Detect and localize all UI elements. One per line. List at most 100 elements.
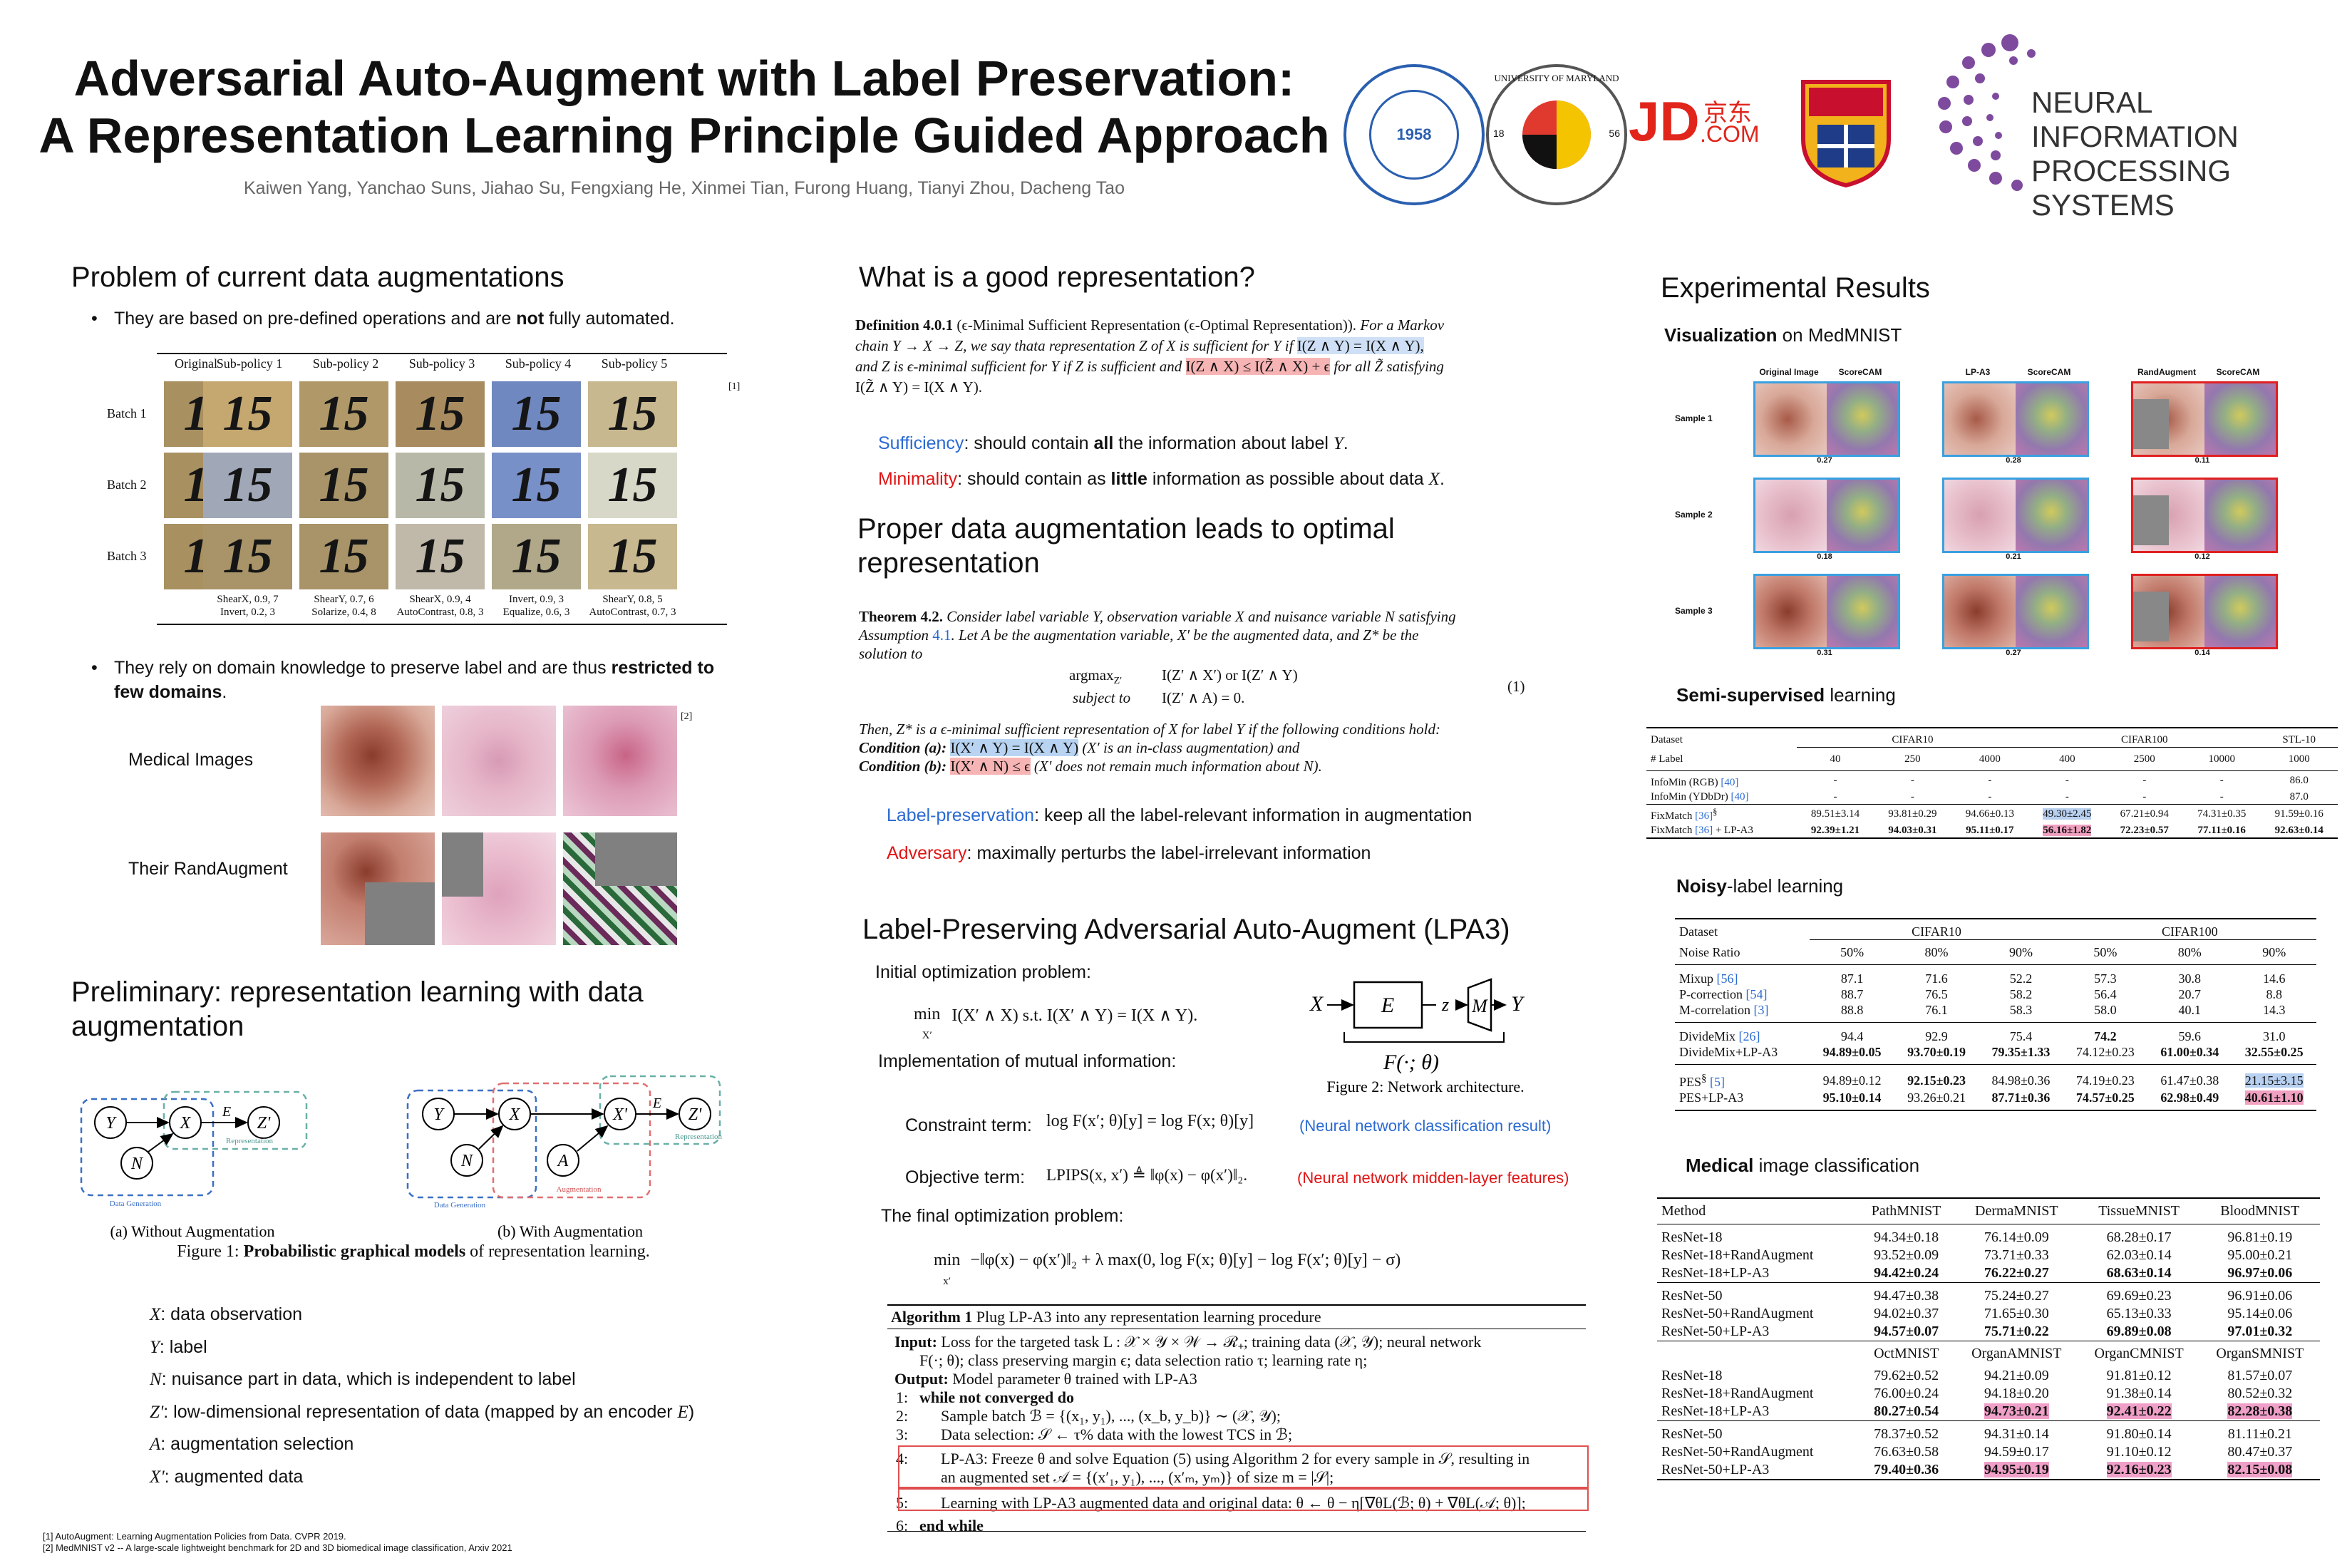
semi-title-bold: Semi-supervised [1676, 684, 1825, 706]
citation-link[interactable]: [36] [1695, 810, 1713, 822]
table-row: ResNet-18+RandAugment 76.00±0.24 94.18±0.2… [1657, 1385, 2320, 1403]
final-opt-label: The final optimization problem: [881, 1206, 1124, 1226]
med-title-rest: image classification [1753, 1155, 1920, 1176]
fig2-m: M [1471, 996, 1488, 1016]
algo-step-text: Data selection: 𝒮 ← τ% data with the low… [941, 1425, 1293, 1443]
policy-line-1: ShearY, 0.7, 6 [314, 594, 374, 605]
vis-input-image [1755, 383, 1827, 455]
algo-step-number: 1: [896, 1388, 909, 1406]
cell-value: 92.63±0.14 [2274, 825, 2323, 836]
node-z-a-label: Z' [257, 1114, 271, 1133]
prelim-title-1: Preliminary: representation learning wit… [71, 976, 644, 1008]
table-row: ResNet-50 94.47±0.38 75.24±0.27 69.69±0.23 9… [1657, 1282, 2320, 1306]
step5-highlight-box [898, 1488, 1589, 1511]
cell-value: 91.59±0.16 [2274, 808, 2323, 820]
noisy-title-bold: Noisy [1676, 875, 1727, 897]
cell-value: 96.91±0.06 [2227, 1288, 2293, 1304]
cell-value: 57.3 [2094, 971, 2117, 986]
table-row: ResNet-50+RandAugment 76.63±0.58 94.59±0.1… [1657, 1443, 2320, 1461]
aug-col-header: Sub-policy 1 [216, 356, 283, 371]
cell-value: 94.34±0.18 [1874, 1229, 1939, 1245]
table-cell: 84.98±0.36 [1979, 1065, 2063, 1090]
table-cell: 65.13±0.33 [2078, 1305, 2200, 1323]
fig2-f: F(·; θ) [1383, 1051, 1439, 1074]
policy-line-2: Invert, 0.2, 3 [220, 607, 276, 618]
citation-link[interactable]: [54] [1745, 987, 1768, 1001]
vis-scorecam-image [1827, 383, 1898, 455]
cell-value: 21.15±3.15 [2244, 1073, 2304, 1088]
table-row: FixMatch [36] + LP-A3 92.39±1.21 94.03±0.3… [1646, 823, 2338, 838]
thm-line-2c: . Let A be the augmentation variable, X′… [951, 626, 1419, 644]
table-cell: 79.35±1.33 [1979, 1044, 2063, 1065]
aug-col-header: Original [175, 356, 217, 371]
citation-link[interactable]: [56] [1716, 971, 1738, 986]
table-cell: 56.16±1.82 [2028, 823, 2105, 838]
thm-argmax-sub: Z′ [1113, 676, 1123, 687]
problem-bullet-1: They are based on pre-defined operations… [91, 306, 675, 331]
table-cell: 61.00±0.34 [2147, 1044, 2232, 1065]
method-name: P-correction [54] [1675, 986, 1810, 1002]
cell-value: 76.1 [1925, 1003, 1948, 1017]
citation-link[interactable]: [5] [1706, 1075, 1726, 1089]
table-cell: 76.5 [1894, 986, 1979, 1002]
table-row: PES§ [5] 94.89±0.12 92.15±0.23 84.98±0.36 74… [1675, 1064, 2316, 1090]
method-label: DivideMix+LP-A3 [1679, 1045, 1778, 1059]
cell-value: 76.5 [1925, 987, 1948, 1001]
aug-col-header: Sub-policy 4 [505, 356, 572, 371]
table-row: ResNet-18+LP-A3 94.42±0.24 76.22±0.27 68.63… [1657, 1264, 2320, 1283]
objective-label: Objective term: [905, 1167, 1026, 1187]
table-cell: 94.31±0.14 [1955, 1421, 2078, 1444]
cell-value: 94.57±0.07 [1874, 1324, 1939, 1339]
node-n-b [450, 1144, 483, 1177]
table-header: DermaMNIST [1975, 1203, 2058, 1219]
citation-link[interactable]: [3] [1753, 1003, 1769, 1017]
definition-item: N: nuisance part in data, which is indep… [150, 1363, 694, 1396]
citation-link[interactable]: [36] [1695, 825, 1713, 836]
aug-tile: 15 [588, 453, 677, 518]
citation-link[interactable]: [40] [1731, 791, 1749, 803]
table-cell: 77.11±0.16 [2183, 823, 2260, 838]
cell-value: 94.42±0.24 [1874, 1265, 1939, 1281]
algo-output-head: Output: [894, 1370, 949, 1388]
table-cell: 87.1 [1810, 965, 1894, 987]
randaugment-label: Their RandAugment [128, 859, 288, 879]
jd-chinese: 京东 [1703, 100, 1752, 127]
method-name: FixMatch [36] + LP-A3 [1646, 823, 1797, 838]
table-cell: 95.00±0.21 [2200, 1247, 2320, 1264]
umd-logo: UNIVERSITY OF MARYLAND 18 56 [1486, 64, 1627, 205]
table-cell: 95.10±0.14 [1810, 1090, 1894, 1110]
assumption-link[interactable]: 4.1 [932, 626, 951, 644]
aug-tile: 15 [299, 453, 388, 518]
cell-value: 82.28±0.38 [2227, 1403, 2293, 1419]
aug-tile: 15 [396, 524, 485, 589]
table-cell: 62.98±0.49 [2147, 1090, 2232, 1110]
vis-row-label: Sample 3 [1675, 606, 1713, 616]
algo-step-text: Learning with LP-A3 augmented data and o… [941, 1494, 1526, 1512]
vis-input-image [1944, 480, 2016, 551]
medical-image-3 [563, 706, 677, 816]
cell-value: 49.30±2.45 [2043, 808, 2092, 820]
citation-link[interactable]: [40] [1721, 777, 1739, 788]
def-line-3c: for all Z̃ satisfying [1330, 358, 1444, 375]
init-objective: I(X′ ∧ X) s.t. I(X′ ∧ Y) = I(X ∧ Y). [951, 1006, 1198, 1025]
algo-step-text: while not converged do [919, 1388, 1074, 1406]
table-cell: 89.51±3.14 [1797, 805, 1874, 824]
table-header: OrganAMNIST [1971, 1346, 2062, 1361]
cond-b-tail: (X′ does not remain much information abo… [1030, 758, 1322, 775]
method-name: ResNet-50 [1661, 1426, 1723, 1442]
cell-value: - [1910, 775, 1914, 786]
table-cell: 94.42±0.24 [1857, 1264, 1955, 1283]
table-cell: 76.22±0.27 [1955, 1264, 2078, 1283]
table-row: PES+LP-A3 95.10±0.14 93.26±0.21 87.71±0.36 7… [1675, 1090, 2316, 1110]
definition-item: Z': low-dimensional representation of da… [150, 1396, 694, 1429]
citation-link[interactable]: [26] [1738, 1029, 1760, 1043]
table-cell: 92.15±0.23 [1894, 1065, 1979, 1090]
cell-value: 93.81±0.29 [1888, 808, 1937, 820]
node-n-b-label: N [460, 1152, 474, 1170]
semi-supervised-title: Semi-supervised learning [1676, 684, 1896, 706]
table-cell: 96.91±0.06 [2200, 1283, 2320, 1306]
table-cell: 91.59±0.16 [2260, 805, 2338, 824]
definition-tail-symbol: E [677, 1402, 688, 1422]
table-cell: - [2028, 790, 2105, 805]
initial-opt-label: Initial optimization problem: [875, 962, 1091, 982]
